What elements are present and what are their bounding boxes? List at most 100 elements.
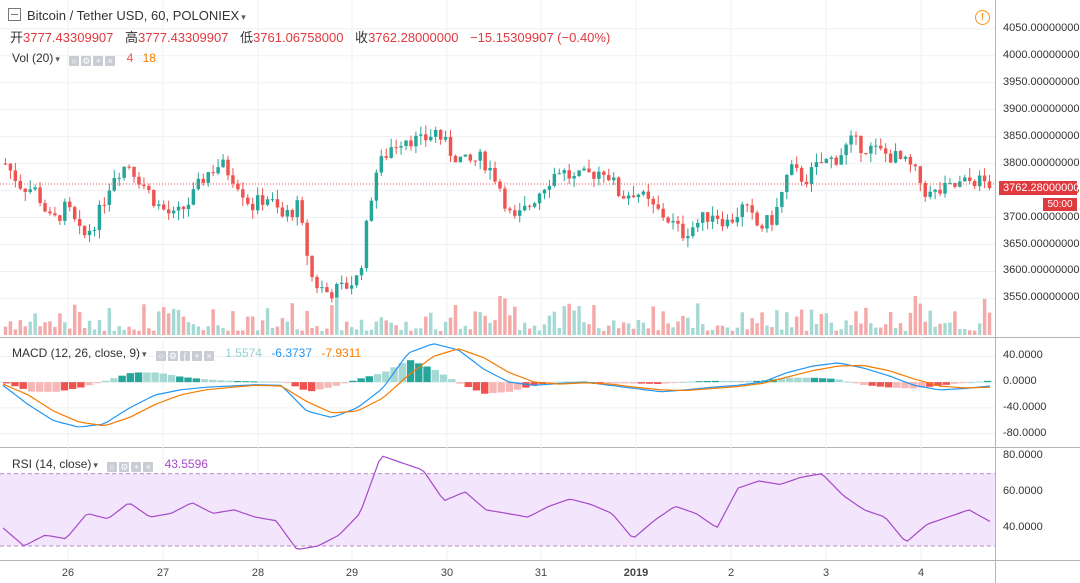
volume-bar — [567, 303, 571, 335]
time-axis-label: 28 — [251, 567, 265, 579]
macd-histogram-bar — [209, 379, 217, 383]
macd-histogram-bar — [934, 382, 942, 386]
volume-bar — [468, 329, 473, 335]
volume-bar — [611, 320, 616, 335]
candle-body — [320, 287, 324, 289]
macd-histogram-bar — [884, 382, 893, 388]
macd-histogram-bar — [217, 380, 225, 383]
candle-body — [8, 163, 13, 171]
macd-histogram-bar — [176, 376, 184, 383]
eye-icon[interactable]: ○ — [107, 462, 118, 472]
symbol-title[interactable]: Bitcoin / Tether USD, 60, POLONIEX — [27, 8, 240, 23]
candle-body — [735, 216, 740, 223]
candle-body — [923, 183, 927, 197]
chevron-down-icon[interactable]: ▾ — [142, 349, 147, 359]
candle-body — [443, 136, 448, 140]
close-icon[interactable]: × — [105, 56, 116, 66]
volume-bar — [760, 312, 764, 335]
plus-icon[interactable]: + — [93, 56, 104, 66]
macd-histogram-bar — [555, 381, 563, 383]
macd-histogram-bar — [274, 381, 283, 383]
candle-body — [631, 195, 636, 198]
volume-bar — [700, 324, 705, 335]
candle-body — [819, 162, 824, 164]
rsi-axis-label: 40.0000 — [1003, 520, 1043, 533]
signal-line — [2, 348, 991, 427]
volume-bar — [636, 319, 641, 335]
eye-icon[interactable]: ○ — [155, 351, 166, 361]
macd-histogram-bar — [654, 382, 662, 385]
macd-histogram-bar — [546, 382, 555, 384]
volume-bar — [58, 313, 62, 335]
volume-bar — [433, 329, 438, 335]
candle-body — [814, 162, 819, 168]
braces-icon[interactable]: { — [179, 351, 190, 361]
volume-bar — [562, 306, 566, 335]
candle-body — [275, 199, 280, 208]
volume-bar — [730, 330, 735, 335]
volume-bar — [206, 326, 210, 335]
settings-icon[interactable]: ⚙ — [167, 351, 178, 361]
candle-body — [849, 135, 853, 145]
candle-body — [854, 135, 858, 137]
volume-bar — [577, 306, 581, 335]
macd-histogram-bar — [843, 381, 852, 383]
volume-bar — [804, 330, 809, 335]
chevron-down-icon[interactable]: ▾ — [93, 460, 98, 470]
macd-label[interactable]: MACD (12, 26, close, 9) — [12, 346, 141, 360]
macd-histogram-bar — [390, 367, 398, 383]
settings-icon[interactable]: ⚙ — [81, 56, 92, 66]
volume-bar — [13, 329, 18, 335]
volume-bar — [552, 311, 557, 335]
macd-histogram-bar — [794, 377, 802, 383]
candle-body — [715, 215, 720, 219]
candle-body — [750, 205, 754, 213]
candle-body — [982, 175, 987, 182]
close-icon[interactable]: × — [143, 462, 154, 472]
candle-body — [963, 177, 967, 182]
volume-bar — [231, 311, 235, 335]
eye-icon[interactable]: ○ — [69, 56, 80, 66]
collapse-icon[interactable] — [8, 8, 21, 21]
volume-bar — [221, 327, 225, 335]
candle-body — [38, 187, 42, 204]
candle-body — [127, 166, 131, 168]
candle-body — [171, 210, 176, 214]
rsi-label[interactable]: RSI (14, close) — [12, 457, 92, 471]
rsi-line — [2, 455, 991, 550]
rsi-legend: RSI (14, close) ▾ ○ ⚙ + × 43.5596 — [12, 457, 208, 473]
macd-histogram-bar — [744, 380, 753, 383]
time-axis-label: 30 — [440, 567, 454, 579]
alert-icon[interactable]: ! — [975, 10, 990, 25]
volume-bar — [696, 303, 700, 335]
volume-bar — [38, 326, 42, 335]
candle-body — [730, 219, 735, 223]
symbol-header[interactable]: Bitcoin / Tether USD, 60, POLONIEX ▾ — [8, 8, 246, 23]
plus-icon[interactable]: + — [191, 351, 202, 361]
candle-body — [310, 255, 314, 278]
volume-bar — [488, 322, 492, 335]
volume-label[interactable]: Vol (20) — [12, 51, 54, 65]
volume-bar — [354, 329, 359, 335]
candle-body — [53, 213, 57, 216]
close-icon[interactable]: × — [203, 351, 214, 361]
volume-bar — [809, 309, 814, 335]
macd-histogram-bar — [917, 382, 926, 388]
volume-bar — [691, 327, 695, 335]
candle-body — [656, 204, 660, 209]
settings-icon[interactable]: ⚙ — [119, 462, 130, 472]
candle-body — [691, 227, 695, 237]
plus-icon[interactable]: + — [131, 462, 142, 472]
macd-histogram-bar — [835, 379, 843, 383]
candle-body — [453, 155, 458, 163]
volume-bar — [3, 326, 8, 335]
volume-bar — [458, 328, 463, 335]
candle-body — [399, 145, 403, 148]
volume-bar — [325, 328, 329, 335]
chevron-down-icon[interactable]: ▾ — [241, 12, 246, 22]
chevron-down-icon[interactable]: ▾ — [55, 54, 60, 64]
volume-bar — [33, 313, 37, 335]
volume-bar — [48, 321, 52, 335]
volume-bar — [607, 325, 611, 335]
